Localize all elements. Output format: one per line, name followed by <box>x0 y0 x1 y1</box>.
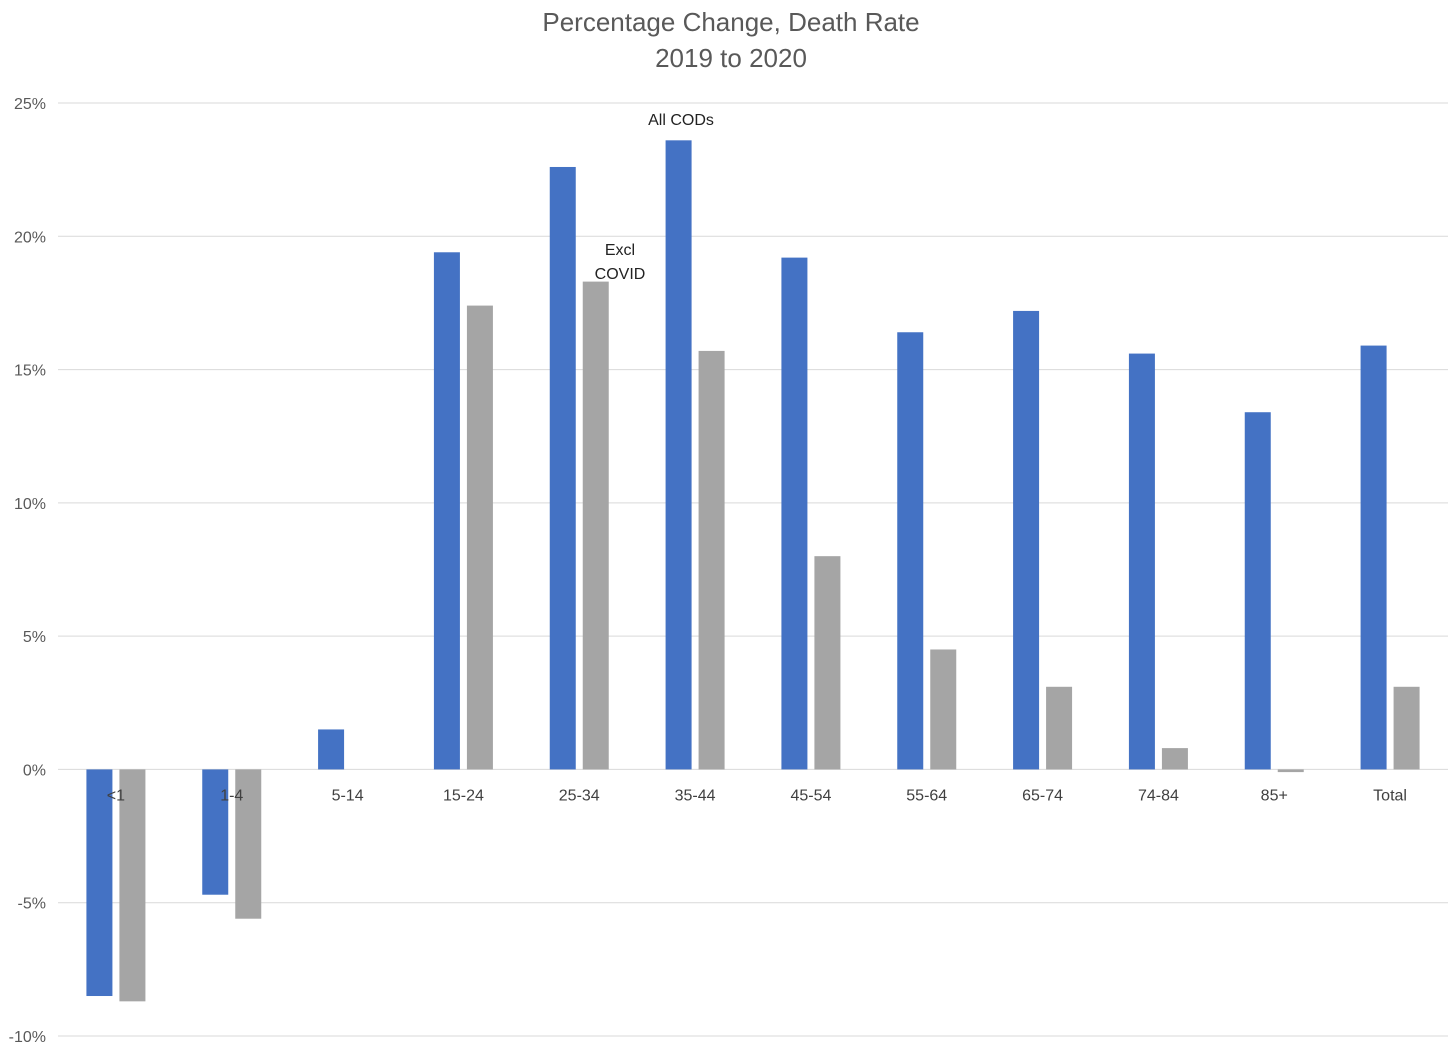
annotations: All CODs Excl COVID <box>595 112 714 283</box>
annotation-excl-covid-line2: COVID <box>595 266 646 283</box>
x-tick-label: 25-34 <box>559 787 600 804</box>
bar-all-cods <box>549 166 576 770</box>
y-axis-tick-labels: 25% 20% 15% 10% 5% 0% -5% -10% <box>9 96 46 1046</box>
x-tick-label: 85+ <box>1261 787 1288 804</box>
bar-excl-covid <box>582 281 609 770</box>
bar-excl-covid <box>1393 686 1420 770</box>
y-tick-label: 0% <box>23 762 46 779</box>
x-axis-category-labels: <1 1-4 5-14 15-24 25-34 35-44 45-54 55-64 65-74 7… <box>107 787 1407 804</box>
x-tick-label: 65-74 <box>1022 787 1063 804</box>
bar-all-cods <box>1013 310 1040 770</box>
bar-excl-covid <box>1277 769 1304 773</box>
bar-all-cods <box>781 257 808 770</box>
bars <box>86 140 1420 1002</box>
bar-all-cods <box>1360 345 1387 770</box>
y-tick-label: -5% <box>18 896 46 913</box>
x-tick-label: 35-44 <box>675 787 716 804</box>
bar-excl-covid <box>235 769 262 919</box>
bar-excl-covid <box>1046 686 1073 770</box>
bar-all-cods <box>202 769 229 895</box>
y-tick-label: 10% <box>14 496 46 513</box>
x-tick-label: 74-84 <box>1138 787 1179 804</box>
x-tick-label: Total <box>1373 787 1407 804</box>
bar-all-cods <box>665 140 692 770</box>
x-tick-label: 15-24 <box>443 787 484 804</box>
y-tick-label: 5% <box>23 629 46 646</box>
chart-subtitle: 2019 to 2020 <box>655 43 807 73</box>
x-tick-label: 1-4 <box>220 787 243 804</box>
bar-all-cods <box>897 332 924 770</box>
bar-excl-covid <box>1161 748 1188 770</box>
bar-all-cods <box>1128 353 1155 770</box>
x-tick-label: <1 <box>107 787 125 804</box>
bar-excl-covid <box>119 769 146 1002</box>
gridlines <box>58 102 1448 1037</box>
bar-excl-covid <box>466 305 493 770</box>
bar-all-cods <box>86 769 113 997</box>
x-tick-label: 5-14 <box>332 787 364 804</box>
bar-excl-covid <box>814 556 841 770</box>
x-tick-label: 55-64 <box>906 787 947 804</box>
chart-title: Percentage Change, Death Rate <box>542 7 919 37</box>
y-tick-label: 15% <box>14 363 46 380</box>
y-tick-label: -10% <box>9 1029 46 1046</box>
x-tick-label: 45-54 <box>790 787 831 804</box>
y-tick-label: 20% <box>14 229 46 246</box>
bar-excl-covid <box>930 649 957 770</box>
y-tick-label: 25% <box>14 96 46 113</box>
bar-all-cods <box>318 729 345 770</box>
annotation-excl-covid-line1: Excl <box>605 242 635 259</box>
bar-all-cods <box>433 252 460 770</box>
annotation-all-cods: All CODs <box>648 112 714 129</box>
bar-excl-covid <box>698 350 725 770</box>
bar-all-cods <box>1244 412 1271 770</box>
